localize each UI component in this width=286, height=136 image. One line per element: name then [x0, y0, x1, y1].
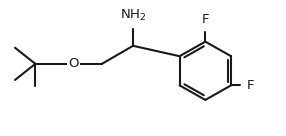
Text: O: O	[68, 57, 79, 70]
Text: NH$_2$: NH$_2$	[120, 8, 146, 23]
Text: F: F	[202, 13, 209, 26]
Text: F: F	[247, 79, 254, 92]
